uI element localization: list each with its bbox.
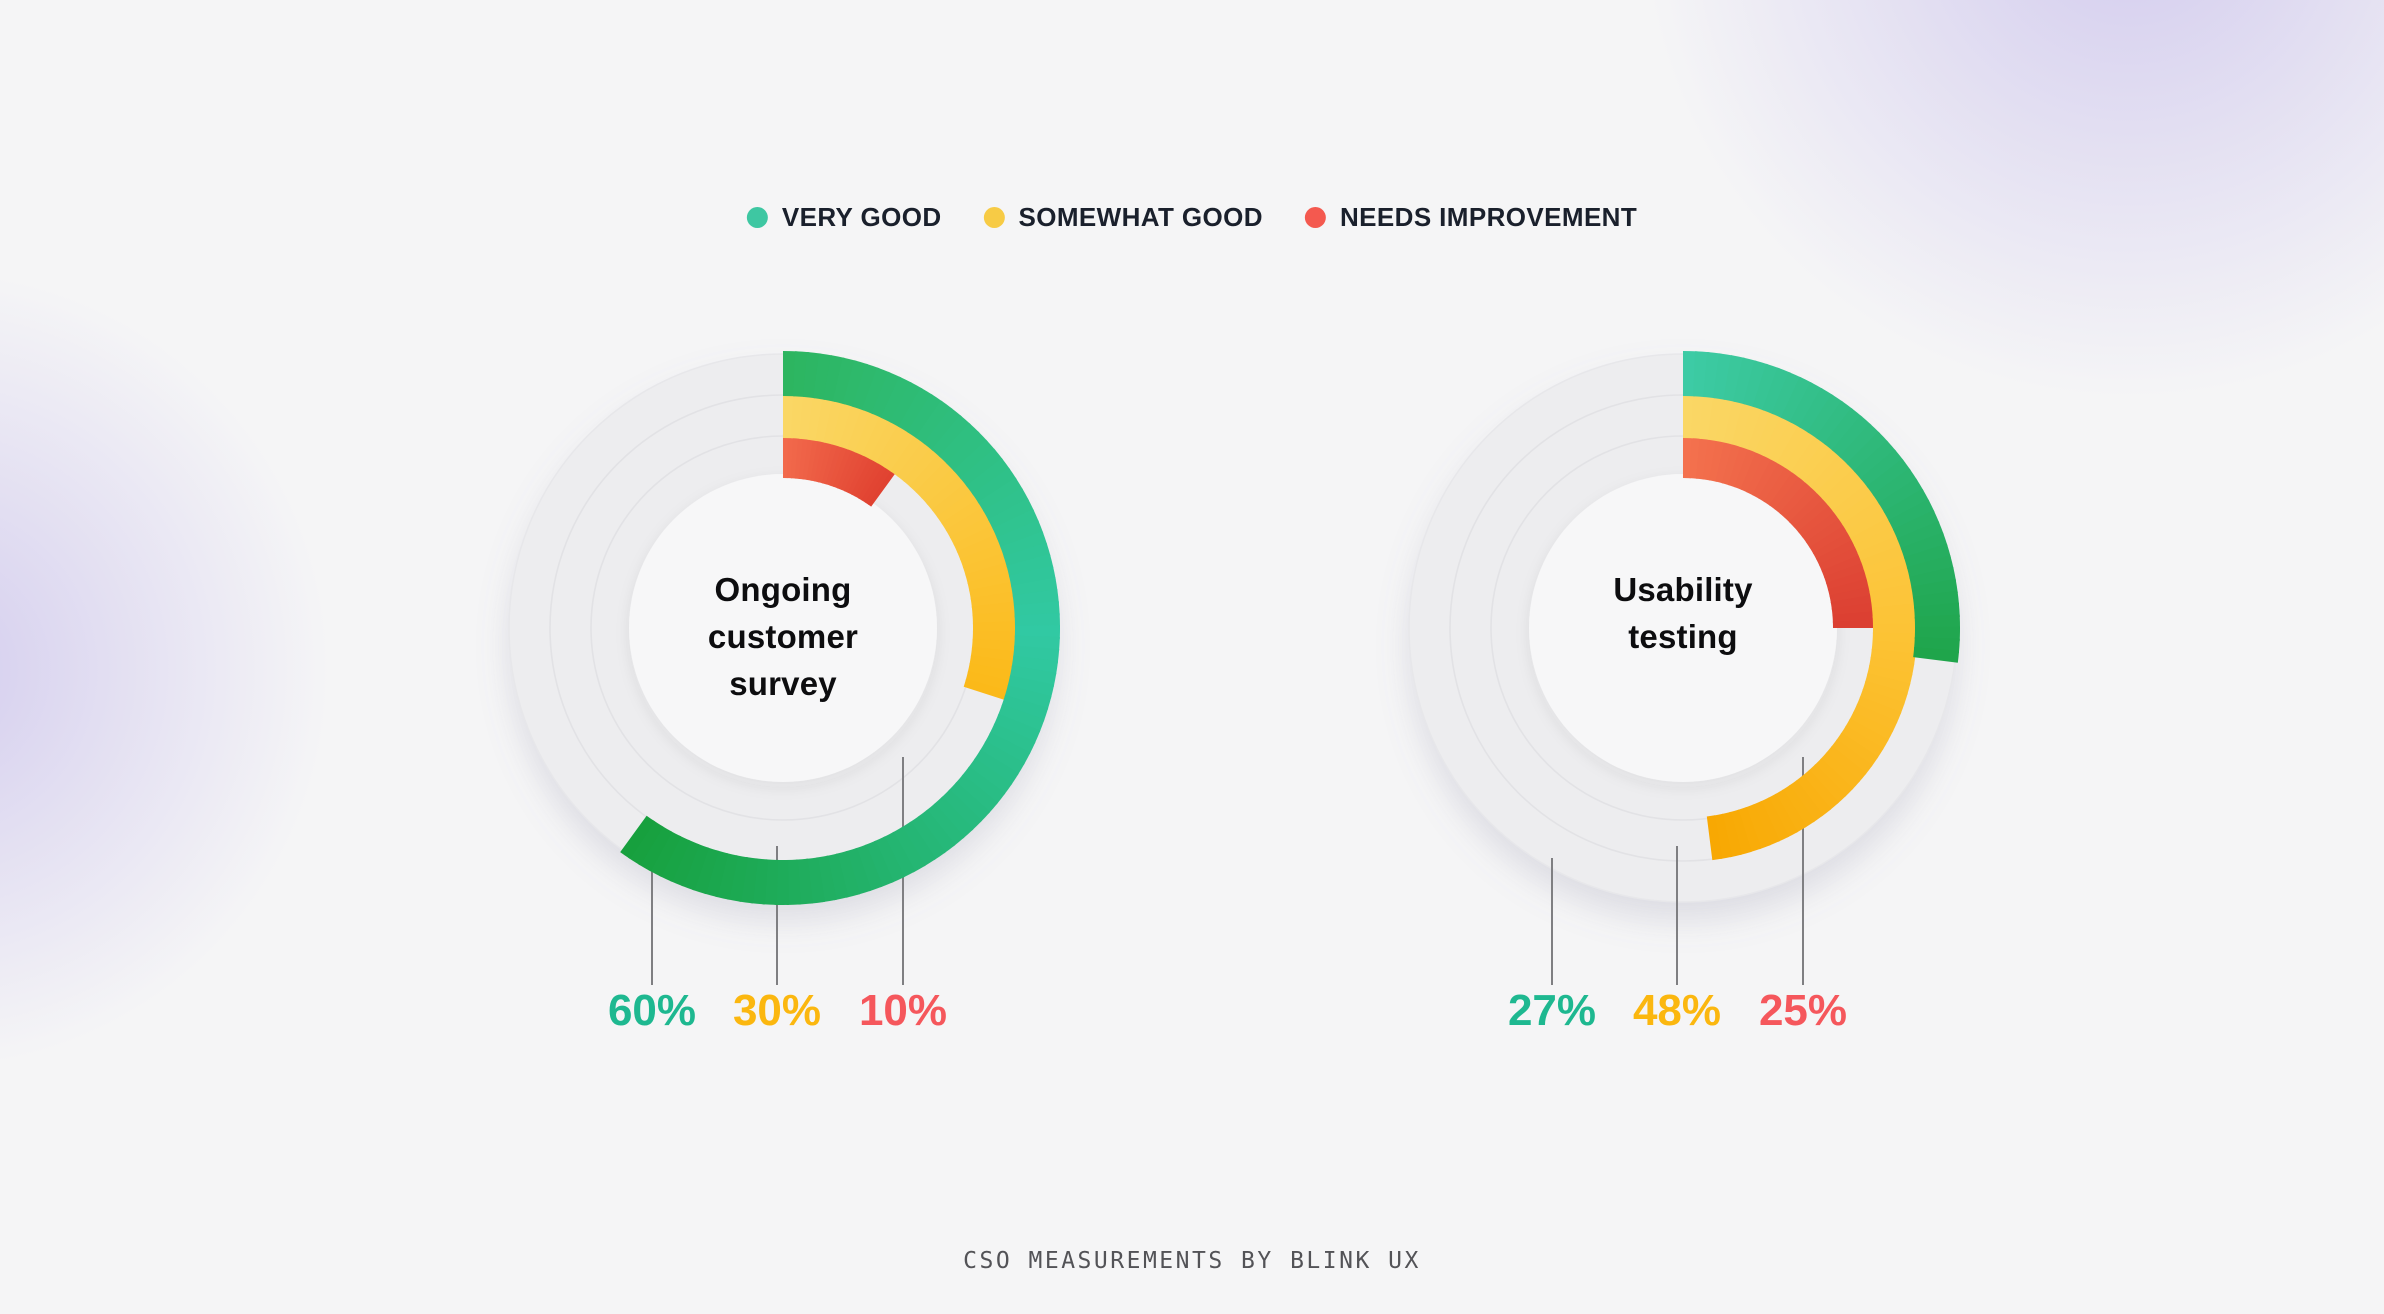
title-line: Ongoing	[714, 571, 852, 608]
legend-label: VERY GOOD	[781, 202, 942, 232]
title-line: survey	[729, 665, 837, 702]
arc-somewhat-good	[1682, 393, 1917, 861]
percent-label-somewhat-good: 48%	[1632, 986, 1722, 1035]
very-good-dot-icon	[746, 207, 768, 228]
needs-improvement-dot-icon	[1304, 207, 1326, 228]
title-line: testing	[1628, 618, 1738, 655]
legend: VERY GOOD SOMEWHAT GOOD NEEDS IMPROVEMEN…	[746, 202, 1638, 233]
legend-item-needs-improvement: NEEDS IMPROVEMENT	[1304, 202, 1638, 233]
arc-very-good	[1682, 351, 1960, 663]
title-line: Usability	[1613, 571, 1753, 608]
percent-label-needs-improvement: 25%	[1758, 986, 1848, 1035]
donut-chart-2	[1408, 351, 1960, 985]
legend-label: SOMEWHAT GOOD	[1018, 202, 1263, 232]
legend-item-very-good: VERY GOOD	[746, 202, 942, 233]
arc-somewhat-good	[782, 393, 1017, 701]
percent-label-somewhat-good: 30%	[732, 986, 822, 1035]
percent-label-needs-improvement: 10%	[858, 986, 948, 1035]
arc-very-good	[620, 350, 1061, 905]
arc-needs-improvement	[1682, 434, 1878, 629]
title-line: customer	[707, 618, 859, 655]
legend-label: NEEDS IMPROVEMENT	[1339, 202, 1638, 232]
donut-center-circle	[1529, 474, 1837, 782]
percent-label-very-good: 27%	[1507, 986, 1597, 1035]
donut-chart-1	[508, 350, 1061, 985]
arc-needs-improvement	[782, 434, 898, 507]
legend-item-somewhat-good: SOMEWHAT GOOD	[983, 202, 1263, 233]
percent-label-very-good: 60%	[607, 986, 697, 1035]
footer-credit: CSO MEASUREMENTS BY BLINK UX	[963, 1248, 1421, 1274]
somewhat-good-dot-icon	[983, 207, 1005, 228]
donut-center-circle	[629, 474, 937, 782]
donut-title-usability-testing: Usability testing	[1523, 566, 1843, 660]
donut-title-ongoing-customer-survey: Ongoing customer survey	[623, 566, 943, 707]
